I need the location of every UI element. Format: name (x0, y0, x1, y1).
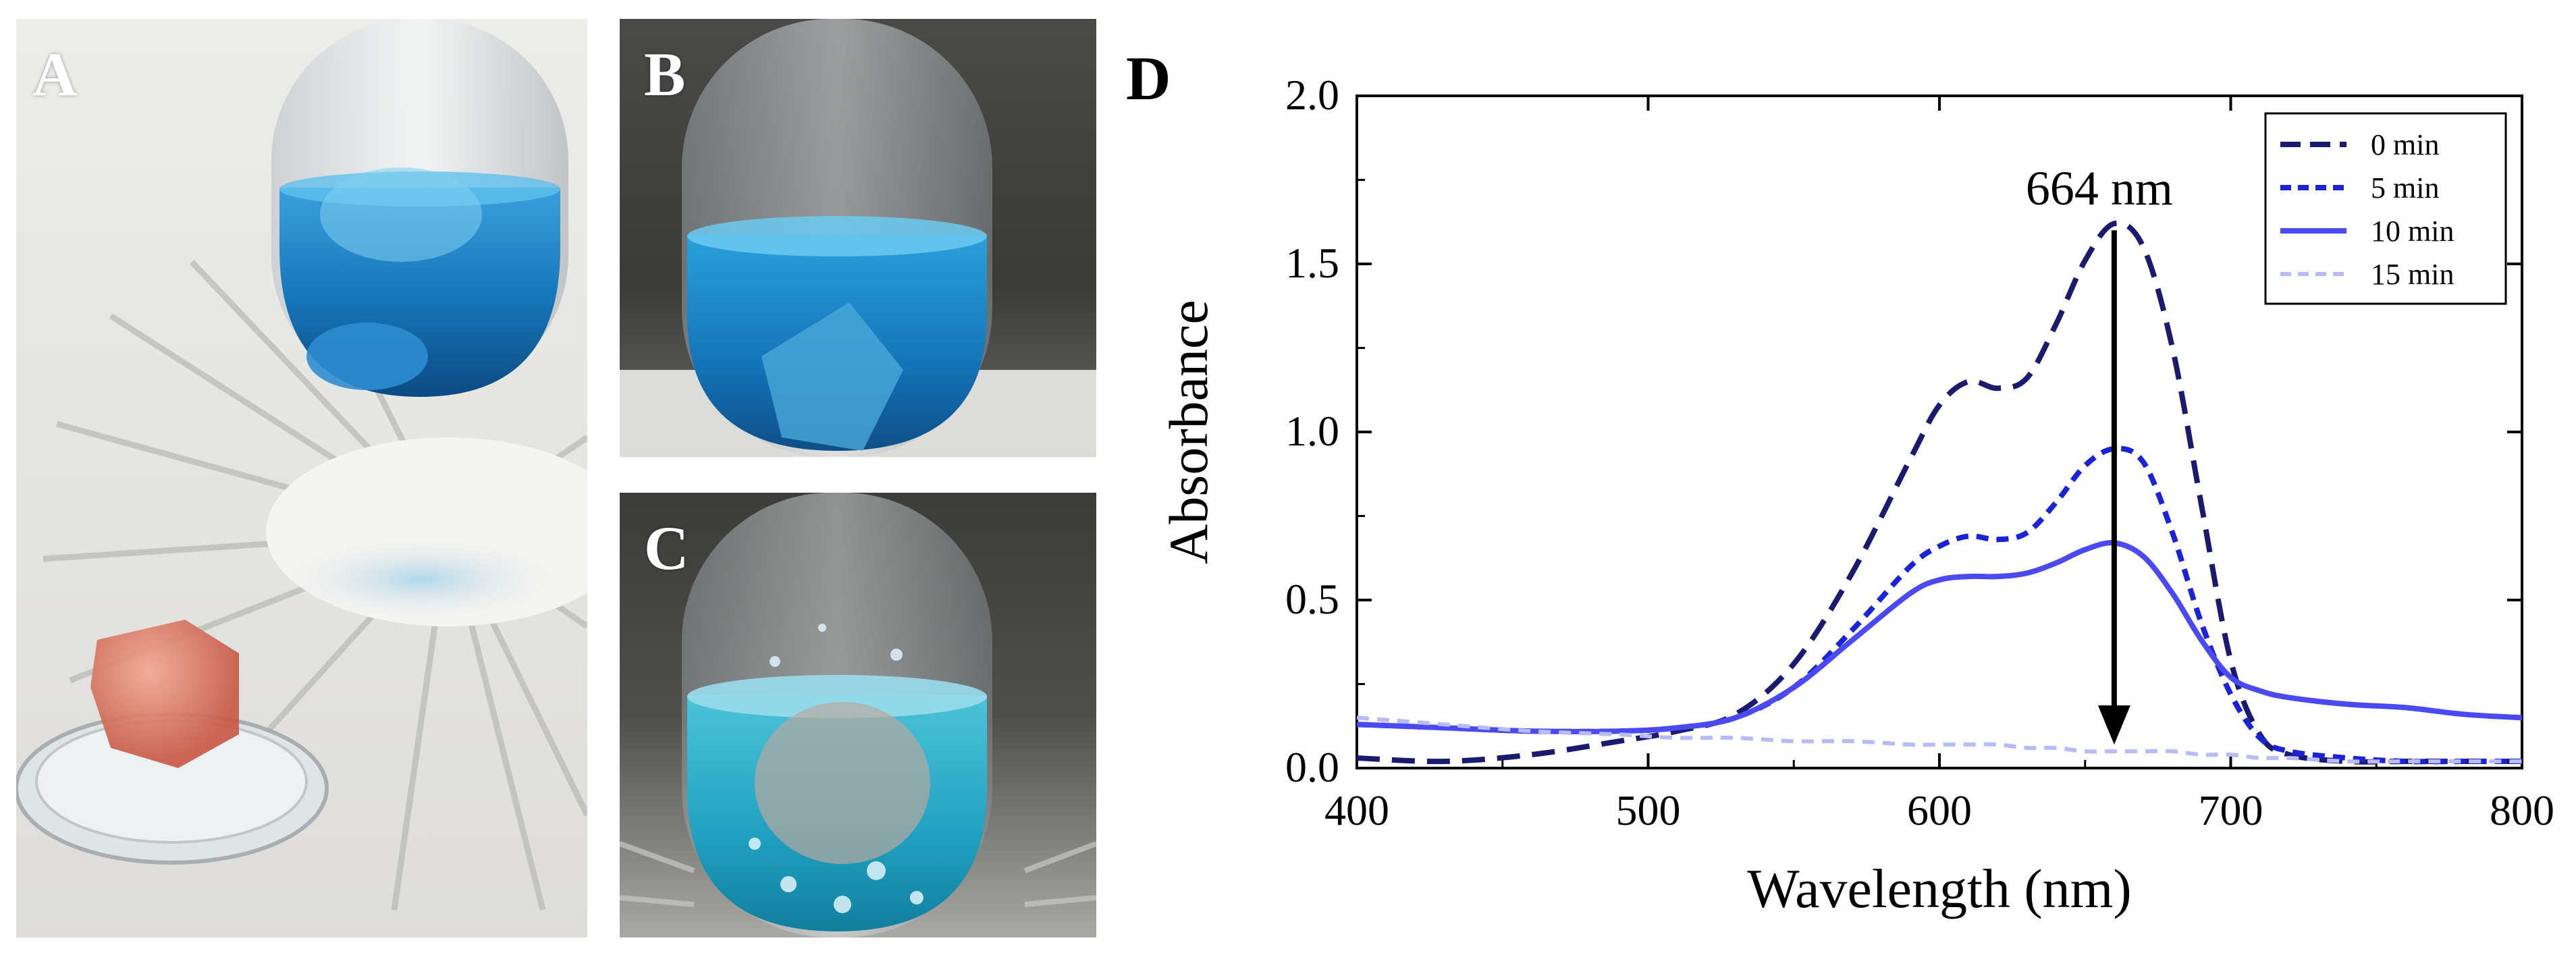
photo-c-illustration (620, 493, 1096, 938)
photo-panel-c: C (620, 493, 1096, 938)
legend-label: 10 min (2371, 215, 2454, 248)
panel-letter-d: D (1126, 44, 1171, 113)
axis-labels: 400 500 600 700 800 0.0 0.5 1.0 1.5 2.0 Wavelength… (1158, 71, 2554, 919)
series-lines (1356, 220, 2523, 765)
y-tick-label: 2.0 (1285, 71, 1339, 119)
y-tick-label: 0.5 (1285, 575, 1339, 623)
x-tick-label: 700 (2199, 786, 2263, 834)
photo-panel-a: A (16, 19, 587, 938)
legend-label: 15 min (2371, 258, 2454, 291)
series-line-15-min (1356, 715, 2522, 764)
legend-label: 5 min (2371, 171, 2439, 205)
series-line-0-min (1356, 220, 2522, 765)
y-tick-label: 0.0 (1285, 743, 1339, 791)
panel-letter-a: A (32, 40, 78, 109)
x-tick-label: 800 (2490, 786, 2554, 834)
legend-label: 0 min (2371, 128, 2439, 161)
photo-b-illustration (620, 19, 1096, 457)
x-tick-label: 400 (1324, 786, 1389, 834)
x-axis-label: Wavelength (nm) (1747, 858, 2131, 919)
legend: 0 min 5 min 10 min 15 min (2264, 112, 2507, 305)
photo-panel-b: B (620, 19, 1096, 457)
panel-letter-b: B (644, 40, 686, 109)
y-tick-label: 1.5 (1285, 239, 1339, 287)
peak-annotation: 664 nm (2026, 161, 2173, 745)
chart-svg: 664 nm 0 min 5 min 10 min 15 min 400 500 600 7… (1158, 71, 2554, 919)
panel-letter-c: C (644, 514, 689, 582)
series-line-10-min (1356, 540, 2523, 734)
absorbance-chart: 664 nm 0 min 5 min 10 min 15 min 400 500 600 7… (1107, 47, 2576, 978)
photo-a-illustration (16, 19, 587, 911)
x-tick-label: 500 (1616, 786, 1681, 834)
annotation-label: 664 nm (2026, 161, 2173, 215)
x-tick-label: 600 (1907, 786, 1972, 834)
series-line-5-min (1356, 445, 2522, 765)
y-tick-label: 1.0 (1285, 407, 1339, 455)
tick-marks (1356, 94, 2523, 769)
annotation-arrow-head (2097, 705, 2130, 745)
y-axis-label: Absorbance (1158, 300, 1219, 564)
